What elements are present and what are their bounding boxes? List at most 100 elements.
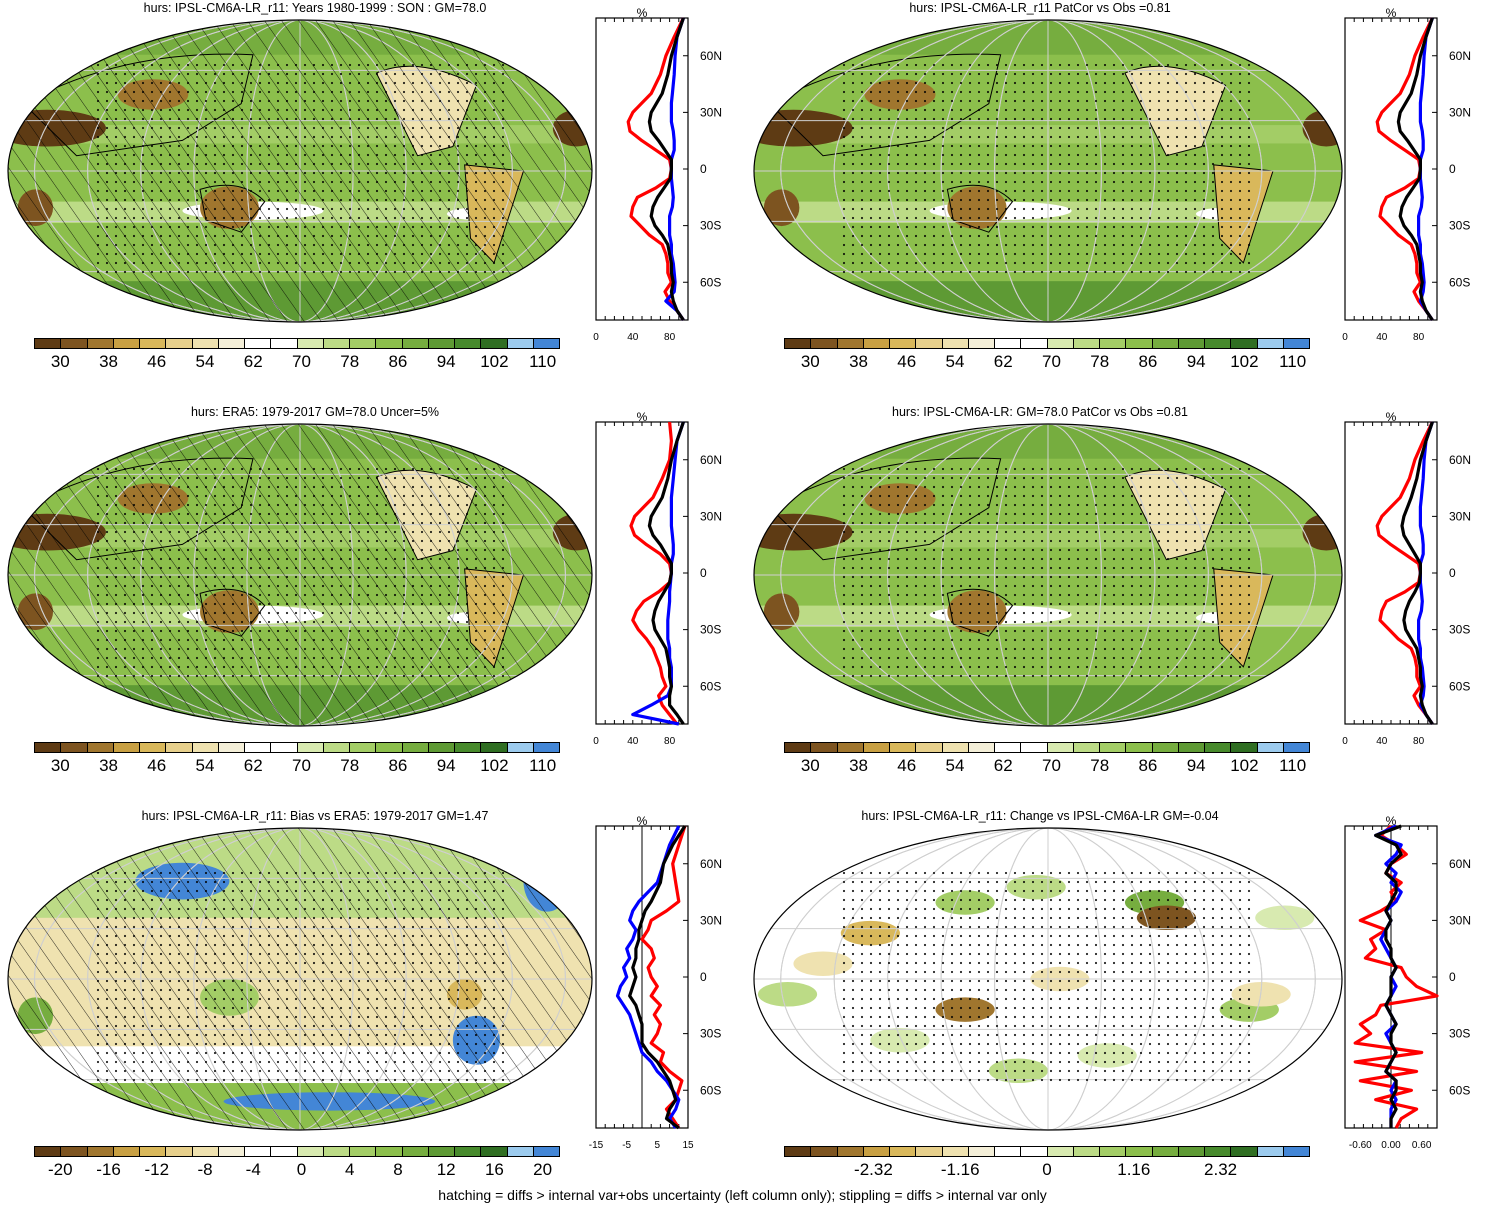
panel-2-map [752,18,1344,324]
colorbar-swatch [863,339,890,348]
colorbar-tick-label: 70 [292,352,311,371]
colorbar-swatch [350,1147,377,1156]
colorbar-tick-label: 94 [436,352,456,371]
panel-6-colorbar [784,1146,1310,1157]
panel-3-zonal-profile: 60N 30N 0 30S 60S% 0 40 80 [593,410,722,754]
panel-6-map [752,826,1344,1132]
colorbar-swatch [192,743,219,752]
colorbar-swatch [942,339,969,348]
panel-1-zonal-profile: 60N 30N 0 30S 60S% 0 40 80 [593,6,722,350]
colorbar-swatch [61,339,88,348]
colorbar-swatch [1100,1147,1127,1156]
colorbar-swatch [218,743,245,752]
colorbar-swatch [1283,743,1309,752]
colorbar-tick-label: 94 [1186,352,1206,371]
lat-tick-label: 0 [1449,566,1456,580]
colorbar-swatch [1047,339,1074,348]
colorbar-swatch [533,743,559,752]
colorbar-swatch [113,743,140,752]
colorbar-swatch [811,743,838,752]
colorbar-swatch [218,339,245,348]
colorbar-swatch [785,1147,812,1156]
panel-6-zonal-profile: 60N 30N 0 30S 60S% -0.60 0.00 0.60 [1343,814,1471,1158]
panel-1-colorbar [34,338,560,349]
lat-tick-label: 30N [700,105,722,119]
zonal-chart: 60N 30N 0 30S 60S% 0 40 80 [1342,6,1471,343]
colorbar-tick-label: 62 [243,756,263,775]
colorbar-swatch [87,339,114,348]
unit-label: % [1386,6,1397,20]
zonal-line-red [640,825,687,1129]
colorbar-tick-label: 78 [340,352,360,371]
colorbar-swatch [192,1147,219,1156]
unit-label: % [637,410,648,424]
colorbar-swatch [35,339,62,348]
colorbar-tick-label: 70 [1042,756,1061,775]
colorbar-swatch [113,1147,140,1156]
x-tick-label: 0.60 [1412,1140,1432,1151]
colorbar-tick-label: 46 [147,756,167,775]
colorbar-swatch [166,743,193,752]
colorbar-swatch [271,1147,298,1156]
colorbar-swatch [1257,339,1284,348]
colorbar-tick-label: 38 [849,352,868,371]
colorbar-swatch [323,339,350,348]
colorbar-swatch [916,1147,943,1156]
lat-tick-label: 60S [1449,275,1470,289]
map-canvas [7,423,593,727]
colorbar-tick-label: -8 [197,1160,213,1179]
panel-5-colorbar [34,1146,560,1157]
colorbar-swatch [481,743,508,752]
colorbar-swatch [837,339,864,348]
zonal-line-black [628,825,687,1130]
colorbar-tick-label: 102 [1230,352,1259,371]
colorbar-swatch [1257,743,1284,752]
colorbar-swatch [863,1147,890,1156]
colorbar-tick-label: 2.32 [1204,1160,1238,1179]
colorbar-swatch [35,743,62,752]
zonal-line-red [629,421,679,725]
colorbar-swatch [323,1147,350,1156]
colorbar-swatch [890,339,917,348]
colorbar-tick-label: 8 [393,1160,403,1179]
colorbar-tick-label: 102 [1230,756,1259,775]
colorbar-swatch [376,1147,403,1156]
colorbar-swatch [785,743,812,752]
lat-tick-label: 30S [700,623,721,637]
colorbar-swatch [350,743,377,752]
colorbar-swatch [402,1147,429,1156]
colorbar-swatch [1152,339,1179,348]
zonal-line-black [647,421,685,725]
colorbar-tick-label: 70 [292,756,311,775]
zonal-chart: 60N 30N 0 30S 60S% -0.60 0.00 0.60 [1344,814,1471,1151]
colorbar-swatch [87,1147,114,1156]
colorbar-tick-label: -20 [48,1160,73,1179]
colorbar-swatch [323,743,350,752]
panel-5-title: hurs: IPSL-CM6A-LR_r11: Bias vs ERA5: 19… [141,809,489,823]
colorbar-tick-label: 30 [50,756,70,775]
colorbar-swatch [890,1147,917,1156]
lat-tick-label: 30N [700,913,722,927]
colorbar-swatch [297,339,324,348]
zonal-line-red [626,17,685,321]
colorbar-swatch [1073,339,1100,348]
colorbar-swatch [1178,1147,1205,1156]
colorbar-tick-label: 30 [800,756,820,775]
colorbar-tick-label: 78 [340,756,360,775]
colorbar-swatch [1231,339,1258,348]
zonal-line-black [1374,824,1403,1128]
colorbar-swatch [785,339,812,348]
lat-tick-label: 60S [700,679,721,693]
colorbar-swatch [455,743,482,752]
colorbar-swatch [140,339,167,348]
lat-tick-label: 60N [700,49,722,63]
x-tick-label: 5 [655,1140,661,1151]
colorbar-swatch [811,339,838,348]
colorbar-swatch [1257,1147,1284,1156]
lat-tick-label: 30S [1449,219,1470,233]
zonal-chart: 60N 30N 0 30S 60S% 0 40 80 [593,6,722,343]
colorbar-swatch [87,743,114,752]
colorbar-swatch [1073,1147,1100,1156]
colorbar-swatch [1021,1147,1048,1156]
colorbar-swatch [481,339,508,348]
